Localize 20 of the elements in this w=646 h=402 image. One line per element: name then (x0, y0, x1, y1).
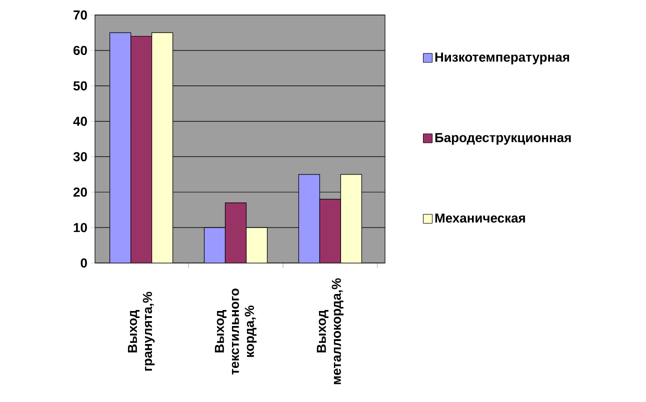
bar (151, 32, 174, 263)
y-tick-label: 10 (74, 222, 87, 232)
bar (224, 202, 247, 263)
y-tick-label: 50 (73, 81, 87, 90)
bar (130, 36, 152, 263)
y-tick-label: 20 (73, 188, 87, 197)
y-tick-label: 30 (73, 152, 87, 162)
y-tick-label: 40 (73, 116, 87, 126)
bar (340, 174, 362, 263)
x-tick-label: Выход гранулята,% (128, 292, 155, 371)
x-tick-label: Выход металлокорда,% (316, 278, 344, 384)
y-tick-label: 60 (73, 46, 87, 56)
bar (319, 198, 342, 263)
legend-label: Механическая (435, 214, 525, 223)
y-tick-label: 70 (74, 10, 87, 20)
legend-label: Низкотемпературная (435, 52, 570, 64)
y-tick-label: 0 (80, 258, 87, 268)
x-tick-label: Выход текстильного корда,% (214, 288, 257, 375)
legend-label: Бародеструкционная (435, 133, 571, 145)
bar (246, 227, 268, 263)
